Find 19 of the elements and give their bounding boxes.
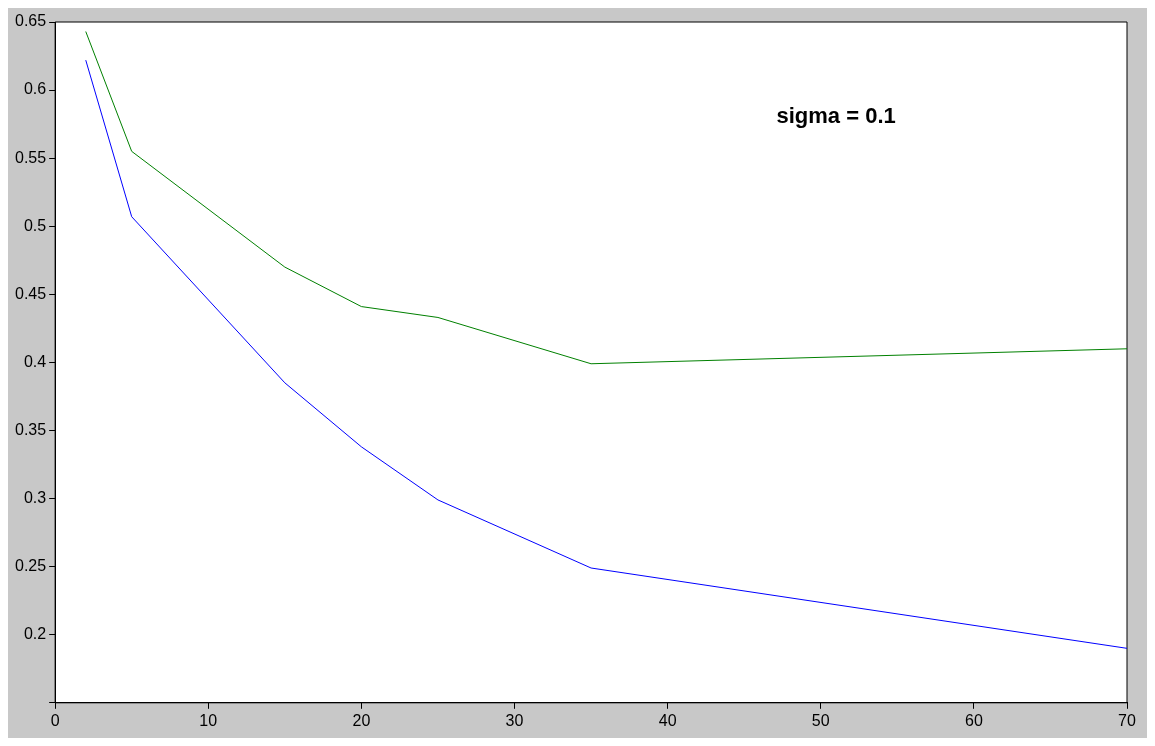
y-tick-label: 0.2 <box>23 625 47 643</box>
x-tick-label: 60 <box>964 711 983 729</box>
x-tick-label: 20 <box>352 711 371 729</box>
x-tick-label: 40 <box>658 711 677 729</box>
y-tick-label: 0.45 <box>15 284 47 302</box>
annotation: sigma = 0.1 <box>776 103 896 129</box>
y-tick-label: 0.35 <box>15 420 47 438</box>
y-tick-label: 0.3 <box>23 488 47 506</box>
x-tick-label: 50 <box>811 711 830 729</box>
x-tick-label: 0 <box>50 711 60 729</box>
y-tick-label: 0.65 <box>15 12 47 30</box>
y-tick-label: 0.6 <box>23 80 47 98</box>
y-tick-label: 0.5 <box>23 216 47 234</box>
y-tick-label: 0.55 <box>15 148 47 166</box>
x-tick-label: 70 <box>1118 711 1136 729</box>
x-tick-label: 10 <box>199 711 218 729</box>
y-tick-label: 0.4 <box>23 352 47 370</box>
y-tick-label: 0.25 <box>15 557 47 575</box>
x-tick-label: 30 <box>505 711 524 729</box>
